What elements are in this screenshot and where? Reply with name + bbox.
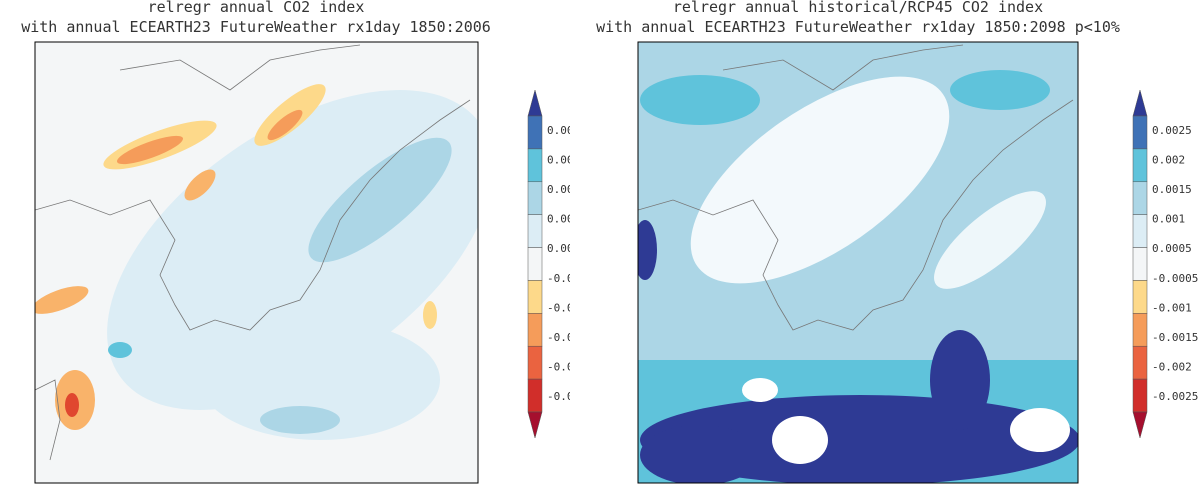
colorbar-label: -0.00: [547, 361, 580, 374]
map-subtitle: with annual ECEARTH23 FutureWeather rx1d…: [596, 18, 1120, 36]
colorbar-segment: [1132, 181, 1148, 215]
colorbar-label: -0.0015: [1152, 331, 1198, 344]
colorbar-label: -0.00: [547, 390, 580, 403]
colorbar-segment: [527, 378, 543, 413]
colorbar-label: -0.002: [1152, 361, 1192, 374]
colorbar-segment: [527, 247, 543, 281]
colorbar-label: -0.0025: [1152, 390, 1198, 403]
colorbar-triangle: [1132, 411, 1148, 439]
colorbar-segment: [527, 148, 543, 183]
map-field: [35, 42, 478, 483]
colorbar-label: 0.001: [1152, 213, 1185, 226]
colorbar-label: -0.00: [547, 272, 580, 285]
colorbar-segment: [527, 115, 543, 150]
colorbar-label: 0.0025: [1152, 124, 1192, 137]
colorbar-segment: [1132, 148, 1148, 183]
colorbar-labels: 0.00 0.00 0.00 0.00 0.00 -0.00 -0.00 -0.00 -0.00…: [547, 124, 580, 403]
colorbar-segment: [527, 313, 543, 347]
colorbar-triangle: [1132, 89, 1148, 117]
colorbar-triangle: [527, 89, 543, 117]
colorbar-segment: [1132, 214, 1148, 248]
colorbar-label: 0.00: [547, 153, 574, 166]
map-field: [638, 42, 1078, 483]
colorbar-label: -0.001: [1152, 301, 1192, 314]
colorbar-labels: 0.0025 0.002 0.0015 0.001 0.0005 -0.0005 -0.00…: [1152, 124, 1198, 403]
colorbar: 0.0025 0.002 0.0015 0.001 0.0005 -0.0005 -0.00…: [1132, 89, 1198, 439]
colorbar-label: -0.00: [547, 301, 580, 314]
map-title: relregr annual CO2 index: [148, 0, 365, 16]
colorbar-segment: [1132, 280, 1148, 314]
colorbar-segment: [1132, 247, 1148, 281]
colorbar-segment: [527, 181, 543, 215]
colorbar-segment: [1132, 345, 1148, 380]
colorbar-segment: [1132, 378, 1148, 413]
colorbar-label: 0.00: [547, 242, 574, 255]
colorbar-segment: [527, 214, 543, 248]
colorbar-label: -0.0005: [1152, 272, 1198, 285]
colorbar-segment: [1132, 115, 1148, 150]
colorbar-segment: [527, 280, 543, 314]
colorbar: 0.00 0.00 0.00 0.00 0.00 -0.00 -0.00 -0.00 -0.00…: [527, 89, 580, 439]
colorbar-label: -0.00: [547, 331, 580, 344]
colorbar-label: 0.0015: [1152, 183, 1192, 196]
colorbar-segment: [1132, 313, 1148, 347]
colorbar-label: 0.0005: [1152, 242, 1192, 255]
colorbar-label: 0.00: [547, 183, 574, 196]
colorbar-segment: [527, 345, 543, 380]
colorbar-label: 0.00: [547, 124, 574, 137]
colorbar-label: 0.002: [1152, 153, 1185, 166]
map-subtitle: with annual ECEARTH23 FutureWeather rx1d…: [21, 18, 491, 36]
colorbar-label: 0.00: [547, 213, 574, 226]
map-title: relregr annual historical/RCP45 CO2 inde…: [673, 0, 1043, 16]
colorbar-triangle: [527, 411, 543, 439]
